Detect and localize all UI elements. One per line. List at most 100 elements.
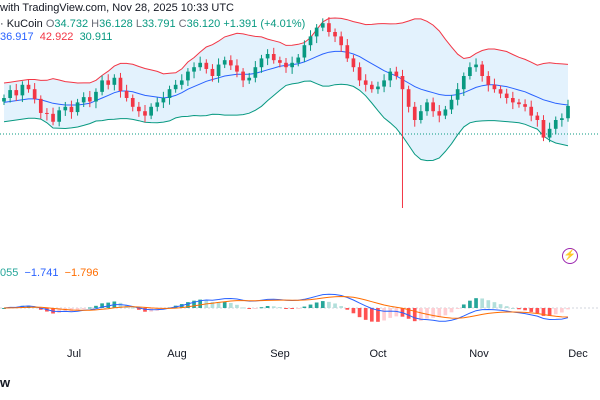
candle [198, 62, 203, 68]
macd-histogram-bar [529, 308, 534, 312]
x-tick-oct: Oct [369, 348, 387, 360]
macd-histogram-bar [81, 308, 86, 309]
candle [210, 68, 215, 76]
macd-histogram-bar [235, 304, 239, 308]
candle [345, 45, 350, 59]
macd-histogram-bar [333, 303, 337, 308]
candle [486, 76, 491, 85]
candle [400, 76, 405, 90]
high-value: 36.128 [99, 18, 133, 30]
candle [474, 64, 478, 68]
macd-histogram-bar [296, 308, 301, 309]
macd-histogram-bar [419, 308, 423, 321]
open-value: 34.732 [54, 18, 89, 30]
candle [130, 98, 135, 107]
macd-histogram-bar [498, 304, 503, 308]
candle [468, 67, 472, 76]
candle [431, 102, 435, 112]
macd-histogram-bar [222, 301, 227, 308]
candle [192, 67, 196, 72]
candle [100, 80, 104, 92]
macd-histogram-bar [541, 308, 546, 316]
candle [106, 80, 111, 85]
candle [504, 93, 509, 98]
band-upper-line [3, 17, 569, 84]
candle [523, 104, 527, 107]
macd-histogram-bar [486, 300, 491, 308]
macd-histogram-bar [443, 308, 448, 316]
candle [320, 23, 325, 28]
candle [498, 89, 503, 94]
macd-histogram-bar [412, 308, 417, 322]
low-value: 33.791 [141, 18, 176, 30]
candle [437, 111, 442, 116]
macd-histogram-bar [327, 301, 331, 308]
candle [333, 32, 337, 37]
candle [216, 64, 221, 76]
candle [75, 102, 80, 113]
macd-histogram-bar [437, 308, 442, 318]
band-fill [4, 18, 568, 161]
candle [143, 111, 147, 116]
macd-histogram-bar [357, 308, 362, 318]
macd-histogram-bar [57, 308, 62, 313]
macd-histogram-bar [278, 307, 282, 309]
candle [149, 106, 153, 116]
macd-histogram-bar [265, 306, 270, 308]
candle [394, 71, 399, 76]
exchange-label: · KuCoin [0, 18, 43, 30]
band-lower-line [3, 80, 569, 162]
candle [388, 71, 393, 81]
macd-histogram-bar [468, 300, 472, 308]
macd-histogram-bar [192, 300, 196, 308]
candle [308, 36, 313, 46]
candle [45, 112, 49, 114]
macd-histogram-bar [302, 306, 307, 308]
macd-histogram-bar [535, 308, 540, 314]
candle [186, 71, 190, 81]
macd-histogram-bar [394, 308, 399, 317]
macd-histogram-bar [314, 302, 319, 308]
candle [566, 105, 570, 119]
candle [314, 27, 319, 37]
macd-values: 055 −1.741 −1.796 [0, 267, 99, 279]
candle [510, 98, 515, 103]
candle [425, 102, 429, 112]
candle [406, 89, 411, 107]
candle [284, 62, 288, 68]
candle [278, 60, 282, 63]
macd-histogram-bar [2, 308, 6, 309]
macd-histogram-bar [100, 303, 104, 308]
macd-histogram-bar [38, 308, 43, 310]
candle [492, 84, 497, 90]
macd-histogram-bar [510, 307, 515, 309]
candle [14, 90, 19, 96]
macd-histogram-bar [186, 302, 190, 308]
high-label: H [91, 18, 100, 30]
lightning-icon[interactable]: ⚡ [562, 248, 578, 264]
bollinger-values: 36.917 42.922 30.911 [0, 31, 112, 43]
macd-histogram-bar [87, 307, 92, 309]
candle [2, 98, 6, 102]
macd-histogram-bar [388, 308, 393, 318]
candle [443, 109, 448, 116]
macd-signal-value: −1.796 [64, 267, 99, 279]
candle [81, 97, 86, 103]
macd-histogram-bar [118, 302, 123, 308]
close-label: C [178, 18, 187, 30]
close-value: 36.120 [186, 18, 221, 30]
macd-histogram-bar [216, 302, 221, 308]
published-text: with TradingView.com, Nov 28, 2025 10:33… [0, 2, 234, 14]
macd-histogram-bar [130, 307, 135, 309]
macd-line-value: −1.741 [24, 267, 59, 279]
macd-histogram-bar [406, 308, 411, 319]
candle [535, 115, 540, 120]
macd-histogram-bar [455, 308, 460, 309]
candle [265, 54, 270, 59]
candle [247, 77, 252, 81]
candle [222, 60, 227, 65]
candle [118, 77, 123, 91]
macd-histogram-bar [553, 308, 558, 315]
macd-histogram-bar [431, 308, 435, 318]
macd-histogram-bar [210, 302, 215, 308]
